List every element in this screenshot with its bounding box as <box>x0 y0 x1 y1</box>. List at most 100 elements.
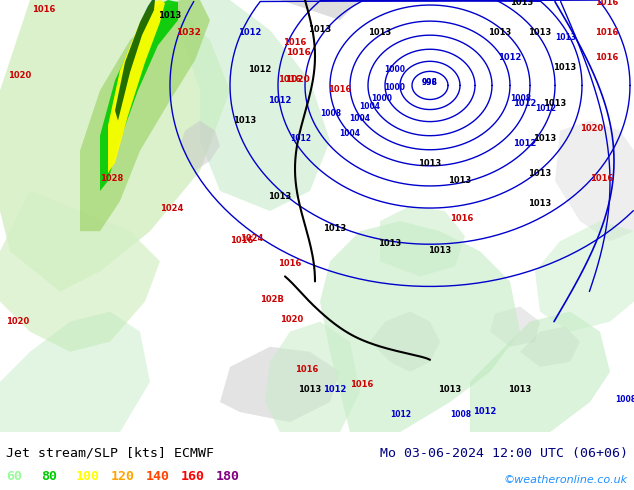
Polygon shape <box>115 0 155 121</box>
Text: 1016: 1016 <box>278 75 302 84</box>
Text: 1012: 1012 <box>249 65 272 74</box>
Polygon shape <box>220 347 340 422</box>
Text: 1013: 1013 <box>533 134 557 143</box>
Text: 1013: 1013 <box>429 246 451 255</box>
Polygon shape <box>100 0 178 191</box>
Text: 1013: 1013 <box>488 28 512 37</box>
Polygon shape <box>80 0 210 231</box>
Text: 1013: 1013 <box>378 239 401 248</box>
Text: 1012: 1012 <box>535 103 556 113</box>
Polygon shape <box>380 206 465 276</box>
Text: 998: 998 <box>422 78 438 87</box>
Polygon shape <box>490 307 540 347</box>
Text: 1013: 1013 <box>158 11 181 20</box>
Text: 1013: 1013 <box>299 385 321 394</box>
Polygon shape <box>0 312 150 432</box>
Text: 1016: 1016 <box>590 174 613 183</box>
Text: 1012: 1012 <box>514 98 537 107</box>
Text: 1004: 1004 <box>359 101 380 111</box>
Text: 1013: 1013 <box>438 385 462 394</box>
Text: 1004: 1004 <box>349 114 370 122</box>
Text: 1008: 1008 <box>450 410 471 419</box>
Text: Mo 03-06-2024 12:00 UTC (06+06): Mo 03-06-2024 12:00 UTC (06+06) <box>380 447 628 460</box>
Text: 1032: 1032 <box>176 28 200 37</box>
Text: 1008: 1008 <box>320 109 341 118</box>
Text: 1008: 1008 <box>510 94 531 102</box>
Text: 1013: 1013 <box>528 28 552 37</box>
Polygon shape <box>170 0 330 211</box>
Text: 1016: 1016 <box>278 259 301 269</box>
Text: 1016: 1016 <box>32 5 55 14</box>
Text: 1020: 1020 <box>6 317 29 326</box>
Text: 1012: 1012 <box>474 407 496 416</box>
Polygon shape <box>520 327 580 367</box>
Text: 1012: 1012 <box>268 96 292 104</box>
Polygon shape <box>370 312 440 372</box>
Text: 1012: 1012 <box>323 385 347 394</box>
Polygon shape <box>0 191 160 352</box>
Text: 1016: 1016 <box>595 0 618 7</box>
Text: 1013: 1013 <box>323 224 347 233</box>
Polygon shape <box>108 0 165 173</box>
Text: 180: 180 <box>216 470 240 483</box>
Text: 1013: 1013 <box>418 159 442 168</box>
Text: 1016: 1016 <box>295 365 318 374</box>
Text: 120: 120 <box>111 470 135 483</box>
Text: ©weatheronline.co.uk: ©weatheronline.co.uk <box>503 475 628 486</box>
Text: 80: 80 <box>41 470 57 483</box>
Polygon shape <box>320 221 520 432</box>
Text: Jet stream/SLP [kts] ECMWF: Jet stream/SLP [kts] ECMWF <box>6 447 214 460</box>
Text: 1013: 1013 <box>528 169 552 178</box>
Text: 1013: 1013 <box>508 385 532 394</box>
Text: 1016: 1016 <box>285 49 311 57</box>
Text: 1016: 1016 <box>450 214 474 223</box>
Text: 1020: 1020 <box>285 75 309 84</box>
Text: 100: 100 <box>76 470 100 483</box>
Polygon shape <box>535 221 634 332</box>
Polygon shape <box>470 312 610 432</box>
Text: 1024: 1024 <box>240 234 263 243</box>
Text: 996: 996 <box>422 78 438 87</box>
Text: 1028: 1028 <box>100 174 123 183</box>
Text: 1016: 1016 <box>595 28 618 37</box>
Text: 1016: 1016 <box>350 380 373 389</box>
Text: 1016: 1016 <box>283 38 307 47</box>
Text: 1016: 1016 <box>230 236 254 245</box>
Text: 1013: 1013 <box>543 98 567 107</box>
Text: 1004: 1004 <box>339 129 361 138</box>
Text: 1000: 1000 <box>384 65 406 74</box>
Text: 1012: 1012 <box>390 410 411 419</box>
Text: 1013: 1013 <box>510 0 533 7</box>
Text: 1000: 1000 <box>372 94 392 102</box>
Text: 1013: 1013 <box>233 116 257 124</box>
Text: 1013: 1013 <box>448 176 472 185</box>
Text: 1012: 1012 <box>514 139 537 148</box>
Polygon shape <box>265 321 360 432</box>
Text: 1012: 1012 <box>498 53 522 62</box>
Text: 1012: 1012 <box>290 134 311 143</box>
Text: 1013: 1013 <box>268 192 292 201</box>
Text: 1020: 1020 <box>8 72 31 80</box>
Text: 1020: 1020 <box>580 123 603 133</box>
Text: 1012: 1012 <box>238 28 262 37</box>
Text: 1013: 1013 <box>368 28 392 37</box>
Text: 1013: 1013 <box>555 33 576 42</box>
Text: 1020: 1020 <box>280 315 303 323</box>
Text: 160: 160 <box>181 470 205 483</box>
Text: 1016: 1016 <box>328 85 352 95</box>
Text: 1008: 1008 <box>615 395 634 404</box>
Text: 1013: 1013 <box>398 0 422 2</box>
Polygon shape <box>555 121 634 241</box>
Text: 1013: 1013 <box>308 25 332 34</box>
Text: 60: 60 <box>6 470 22 483</box>
Polygon shape <box>280 0 360 20</box>
Text: 1024: 1024 <box>160 204 183 213</box>
Polygon shape <box>180 121 220 171</box>
Text: 140: 140 <box>146 470 170 483</box>
Text: 1000: 1000 <box>384 83 406 93</box>
Text: 1013: 1013 <box>553 63 577 73</box>
Text: 1013: 1013 <box>528 199 552 208</box>
Polygon shape <box>0 0 230 292</box>
Text: 1016: 1016 <box>595 53 618 62</box>
Text: 102B: 102B <box>260 294 284 303</box>
